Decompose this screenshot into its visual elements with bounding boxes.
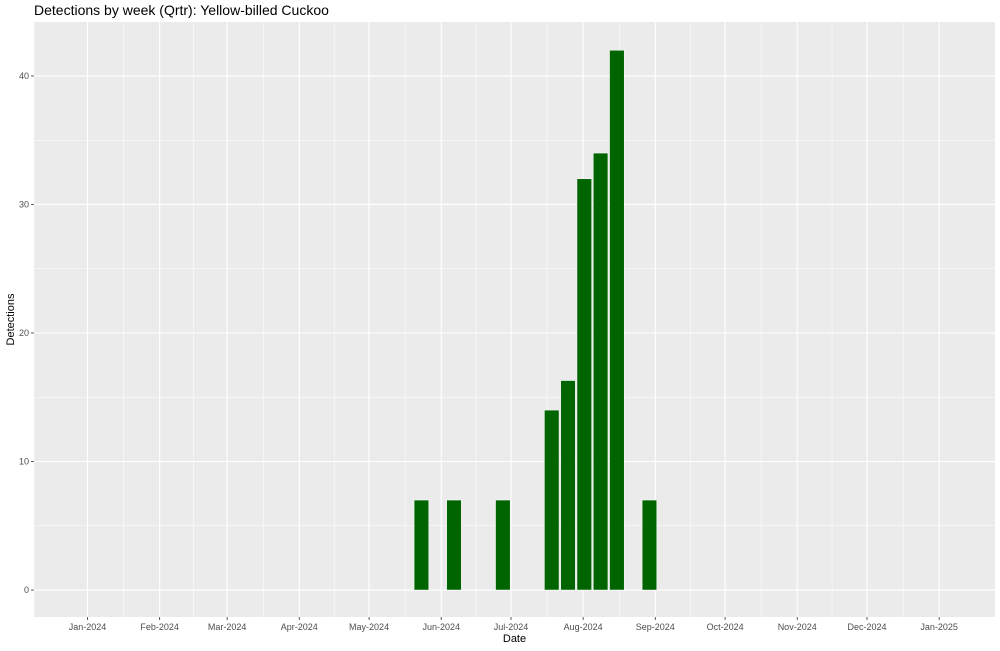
x-tick-label: Jul-2024: [494, 622, 529, 632]
bar: [593, 152, 609, 591]
bars: [413, 50, 658, 591]
x-tick-label: Nov-2024: [778, 622, 817, 632]
x-axis-title: Date: [503, 633, 526, 645]
y-tick-label: 40: [19, 71, 29, 81]
y-tick-label: 30: [19, 199, 29, 209]
x-tick-label: Sep-2024: [636, 622, 675, 632]
x-tick-label: Feb-2024: [140, 622, 179, 632]
x-tick-label: Aug-2024: [564, 622, 603, 632]
bar: [413, 499, 430, 591]
x-tick-label: Mar-2024: [208, 622, 247, 632]
x-tick-label: Jan-2025: [920, 622, 958, 632]
y-tick-label: 0: [24, 585, 29, 595]
plot-panel: [34, 22, 995, 617]
x-axis: Jan-2024 Feb-2024 Mar-2024 Apr-2024 May-2024…: [69, 617, 958, 632]
bar: [544, 409, 560, 591]
major-gridlines: [34, 22, 995, 617]
x-tick-label: Dec-2024: [848, 622, 887, 632]
y-tick-label: 10: [19, 457, 29, 467]
bar: [641, 499, 658, 591]
x-tick-label: Jun-2024: [422, 622, 460, 632]
x-tick-label: Apr-2024: [281, 622, 318, 632]
y-axis: 0 10 20 30 40: [19, 71, 34, 595]
bar: [446, 499, 462, 591]
x-tick-label: Oct-2024: [707, 622, 744, 632]
y-tick-label: 20: [19, 328, 29, 338]
bar: [495, 499, 511, 591]
chart-title: Detections by week (Qrtr): Yellow-billed…: [34, 2, 329, 18]
x-tick-label: Jan-2024: [69, 622, 107, 632]
x-tick-label: May-2024: [349, 622, 389, 632]
bar: [576, 178, 592, 591]
y-axis-title: Detections: [5, 293, 17, 345]
bar: [560, 380, 576, 591]
bar: [609, 50, 625, 591]
